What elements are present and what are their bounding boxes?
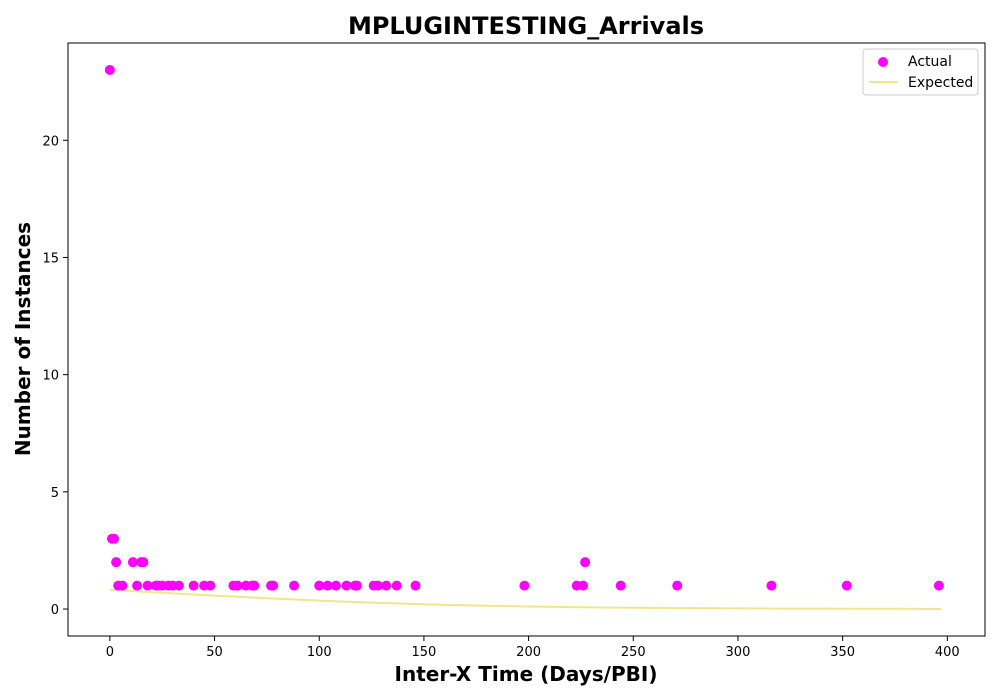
actual-point bbox=[117, 580, 128, 591]
actual-point bbox=[351, 580, 362, 591]
actual-series bbox=[104, 64, 944, 591]
expected-line bbox=[109, 588, 942, 611]
x-tick-label: 50 bbox=[206, 645, 223, 660]
x-tick-label: 250 bbox=[621, 645, 646, 660]
y-tick-label: 20 bbox=[42, 134, 59, 149]
legend-actual-label: Actual bbox=[908, 54, 952, 70]
actual-point bbox=[142, 580, 153, 591]
actual-point bbox=[580, 557, 591, 568]
x-tick-label: 300 bbox=[726, 645, 751, 660]
x-tick-label: 400 bbox=[935, 645, 960, 660]
actual-point bbox=[519, 580, 530, 591]
actual-point bbox=[322, 580, 333, 591]
actual-point bbox=[268, 580, 279, 591]
y-tick-label: 5 bbox=[51, 486, 59, 501]
actual-point bbox=[314, 580, 325, 591]
actual-point bbox=[132, 580, 143, 591]
actual-point bbox=[615, 580, 626, 591]
actual-point bbox=[104, 64, 115, 75]
actual-point bbox=[578, 580, 589, 591]
actual-point bbox=[341, 580, 352, 591]
actual-point bbox=[138, 557, 149, 568]
x-tick-label: 100 bbox=[307, 645, 332, 660]
actual-point bbox=[205, 580, 216, 591]
actual-point bbox=[173, 580, 184, 591]
legend: Actual Expected bbox=[862, 48, 979, 96]
actual-point bbox=[841, 580, 852, 591]
y-axis-ticks: 0 5 10 15 20 bbox=[42, 134, 68, 618]
actual-point bbox=[289, 580, 300, 591]
legend-box bbox=[862, 48, 979, 96]
actual-point bbox=[933, 580, 944, 591]
x-tick-label: 350 bbox=[830, 645, 855, 660]
actual-point bbox=[127, 557, 138, 568]
actual-point bbox=[391, 580, 402, 591]
actual-point bbox=[381, 580, 392, 591]
actual-point bbox=[109, 533, 120, 544]
y-axis-label: Number of Instances bbox=[11, 222, 35, 456]
actual-point bbox=[249, 580, 260, 591]
actual-point bbox=[372, 580, 383, 591]
y-tick-label: 15 bbox=[42, 251, 59, 266]
x-tick-label: 0 bbox=[106, 645, 114, 660]
expected-series bbox=[109, 588, 942, 611]
actual-point bbox=[410, 580, 421, 591]
y-tick-label: 0 bbox=[51, 603, 59, 618]
x-axis-label: Inter-X Time (Days/PBI) bbox=[395, 662, 658, 686]
actual-point bbox=[672, 580, 683, 591]
actual-point bbox=[232, 580, 243, 591]
legend-actual-marker bbox=[878, 57, 888, 67]
chart-title: MPLUGINTESTING_Arrivals bbox=[348, 12, 704, 40]
y-tick-label: 10 bbox=[42, 369, 59, 384]
actual-point bbox=[111, 557, 122, 568]
x-axis-ticks: 0 50 100 150 200 250 300 350 400 bbox=[106, 636, 960, 660]
actual-point bbox=[188, 580, 199, 591]
actual-point bbox=[330, 580, 341, 591]
legend-expected-label: Expected bbox=[908, 75, 973, 91]
x-tick-label: 150 bbox=[411, 645, 436, 660]
actual-point bbox=[766, 580, 777, 591]
x-tick-label: 200 bbox=[516, 645, 541, 660]
plot-frame bbox=[67, 42, 986, 637]
